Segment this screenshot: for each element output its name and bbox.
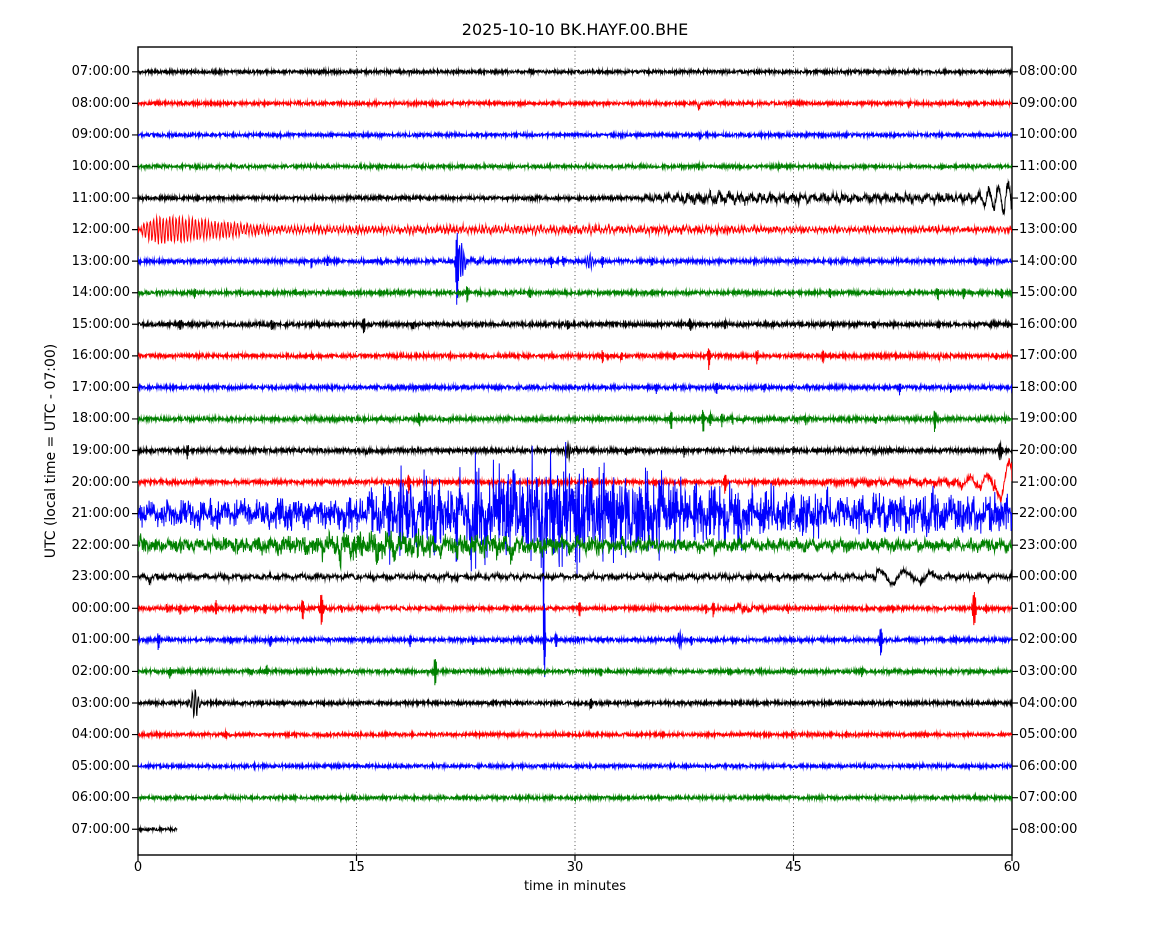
utc-tick-label: 23:00:00 [71, 569, 130, 585]
local-tick-label: 01:00:00 [1019, 600, 1078, 616]
local-tick-label: 03:00:00 [1019, 663, 1078, 679]
local-tick-label: 22:00:00 [1019, 506, 1078, 522]
utc-tick-label: 07:00:00 [71, 821, 130, 837]
utc-tick-label: 11:00:00 [71, 190, 130, 206]
local-tick-label: 07:00:00 [1019, 790, 1078, 806]
utc-tick-label: 04:00:00 [71, 727, 130, 743]
local-tick-label: 09:00:00 [1019, 95, 1078, 111]
utc-tick-label: 09:00:00 [71, 127, 130, 143]
utc-tick-label: 18:00:00 [71, 411, 130, 427]
utc-tick-label: 06:00:00 [71, 790, 130, 806]
local-tick-label: 13:00:00 [1019, 222, 1078, 238]
utc-tick-label: 15:00:00 [71, 316, 130, 332]
utc-tick-label: 19:00:00 [71, 443, 130, 459]
local-tick-label: 06:00:00 [1019, 758, 1078, 774]
x-tick-label: 30 [566, 860, 584, 875]
utc-tick-label: 05:00:00 [71, 758, 130, 774]
utc-tick-label: 10:00:00 [71, 158, 130, 174]
utc-tick-label: 13:00:00 [71, 253, 130, 269]
local-tick-label: 18:00:00 [1019, 379, 1078, 395]
utc-tick-label: 14:00:00 [71, 285, 130, 301]
utc-tick-label: 01:00:00 [71, 632, 130, 648]
local-tick-label: 16:00:00 [1019, 316, 1078, 332]
local-tick-label: 21:00:00 [1019, 474, 1078, 490]
local-tick-label: 20:00:00 [1019, 443, 1078, 459]
local-tick-label: 05:00:00 [1019, 727, 1078, 743]
utc-tick-label: 08:00:00 [71, 95, 130, 111]
local-tick-label: 08:00:00 [1019, 821, 1078, 837]
local-tick-label: 11:00:00 [1019, 158, 1078, 174]
utc-tick-label: 02:00:00 [71, 663, 130, 679]
local-tick-label: 10:00:00 [1019, 127, 1078, 143]
local-tick-label: 15:00:00 [1019, 285, 1078, 301]
utc-tick-label: 21:00:00 [71, 506, 130, 522]
utc-tick-label: 22:00:00 [71, 537, 130, 553]
local-tick-label: 12:00:00 [1019, 190, 1078, 206]
local-tick-label: 23:00:00 [1019, 537, 1078, 553]
utc-tick-label: 03:00:00 [71, 695, 130, 711]
local-tick-label: 02:00:00 [1019, 632, 1078, 648]
utc-tick-label: 07:00:00 [71, 64, 130, 80]
x-axis-label: time in minutes [523, 879, 627, 894]
x-tick-label: 15 [348, 860, 365, 875]
local-tick-label: 08:00:00 [1019, 64, 1078, 80]
utc-tick-label: 16:00:00 [71, 348, 130, 364]
local-tick-label: 19:00:00 [1019, 411, 1078, 427]
plot-title: 2025-10-10 BK.HAYF.00.BHE [461, 20, 689, 39]
x-tick-label: 0 [133, 860, 143, 875]
x-tick-label: 45 [785, 860, 802, 875]
utc-tick-label: 00:00:00 [71, 600, 130, 616]
local-tick-label: 14:00:00 [1019, 253, 1078, 269]
local-tick-label: 00:00:00 [1019, 569, 1078, 585]
utc-tick-label: 12:00:00 [71, 222, 130, 238]
local-tick-label: 17:00:00 [1019, 348, 1078, 364]
utc-tick-label: 17:00:00 [71, 379, 130, 395]
utc-tick-label: 20:00:00 [71, 474, 130, 490]
x-tick-label: 60 [1003, 860, 1021, 875]
local-tick-label: 04:00:00 [1019, 695, 1078, 711]
